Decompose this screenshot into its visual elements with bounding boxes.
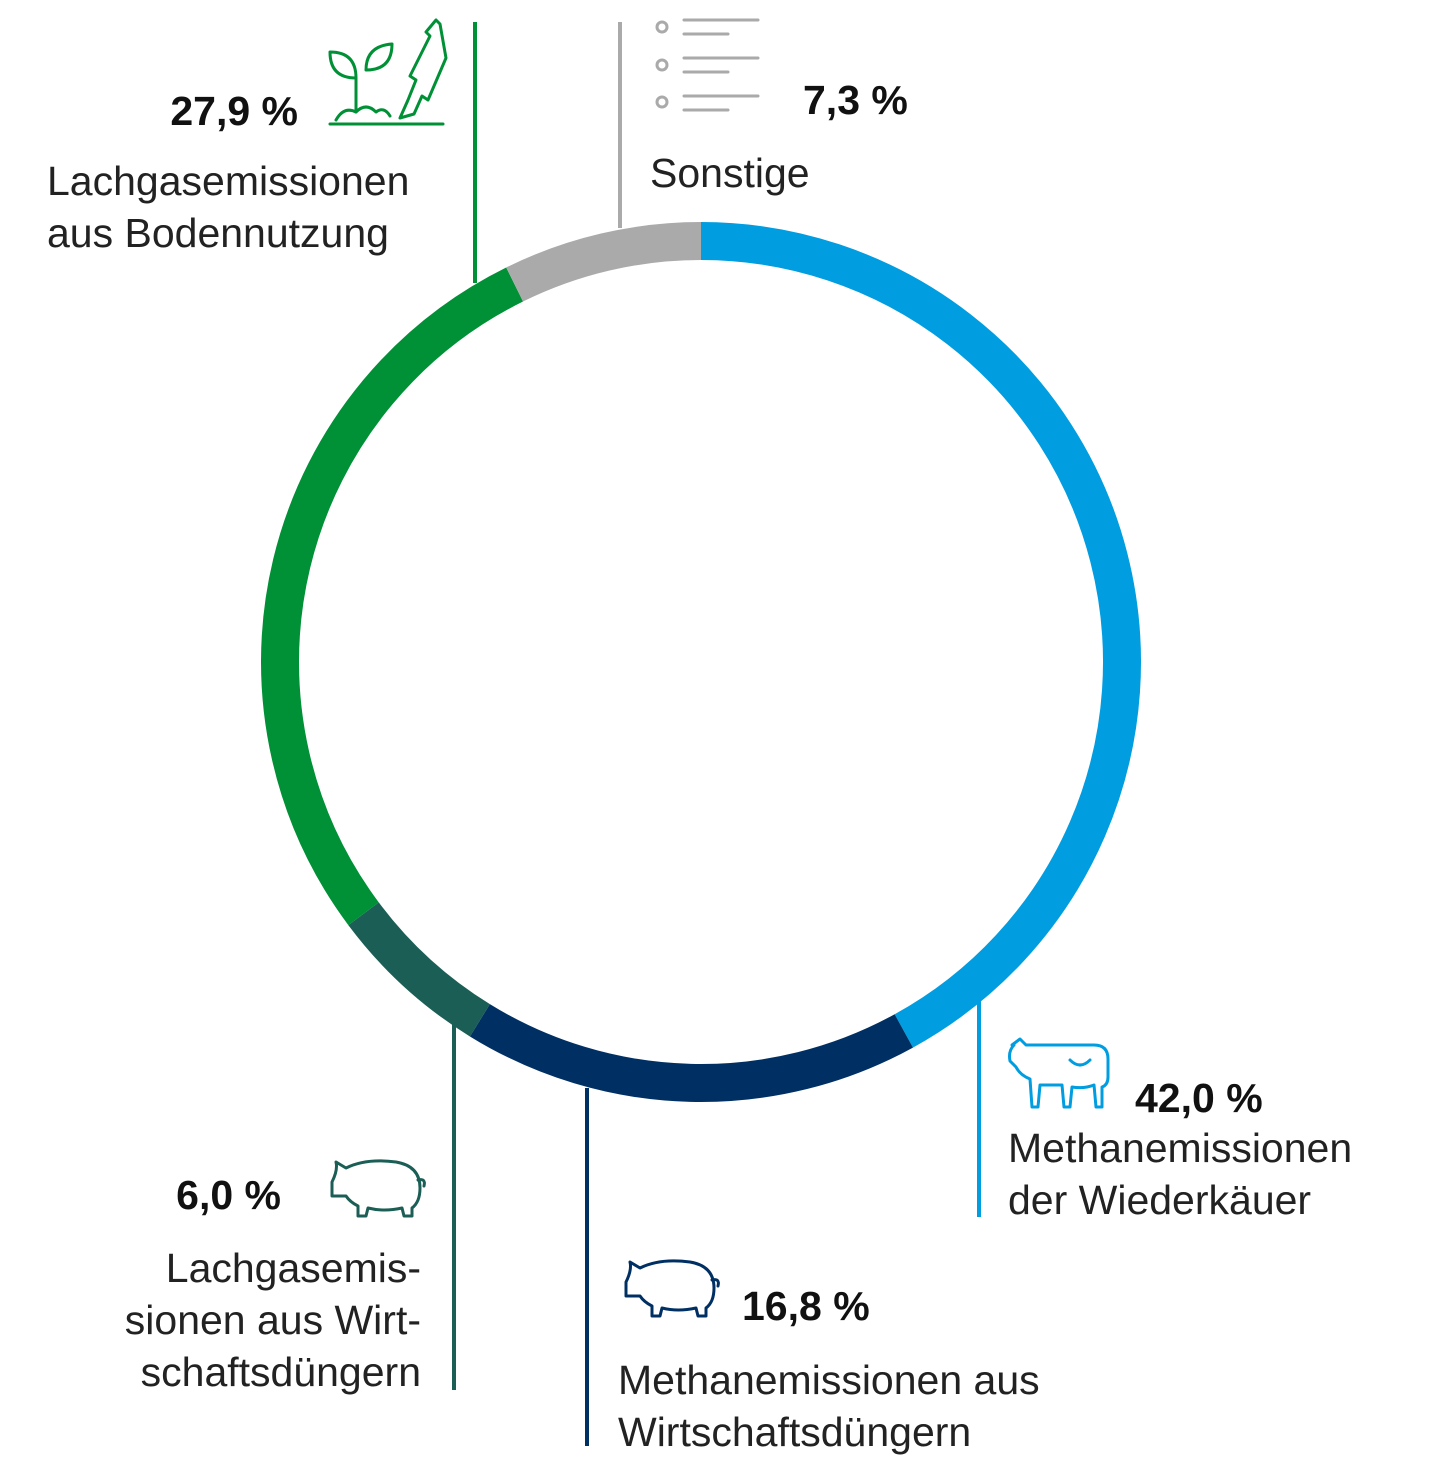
plant-icon bbox=[328, 18, 448, 126]
cow-icon bbox=[1008, 1037, 1110, 1109]
list-icon bbox=[655, 18, 760, 112]
category-label: Methanemissionen aus Wirtschaftsdüngern bbox=[618, 1357, 1040, 1455]
category-label: Sonstige bbox=[650, 150, 810, 196]
donut-segment bbox=[261, 267, 524, 926]
category-label: Methanemissionen der Wiederkäuer bbox=[1008, 1125, 1353, 1223]
value-label: 7,3 % bbox=[803, 77, 908, 123]
donut-segment bbox=[700, 222, 1141, 1048]
value-label: 16,8 % bbox=[742, 1283, 870, 1329]
value-label: 42,0 % bbox=[1135, 1075, 1263, 1121]
category-label: Lachgasemis- sionen aus Wirt- schaftsdün… bbox=[124, 1245, 421, 1395]
pig-icon bbox=[624, 1259, 720, 1318]
pig-icon bbox=[330, 1159, 426, 1218]
donut-segment bbox=[469, 1004, 913, 1102]
value-label: 6,0 % bbox=[176, 1172, 281, 1218]
donut-segment bbox=[506, 222, 702, 302]
donut-segment bbox=[348, 902, 491, 1037]
category-label: Lachgasemissionen aus Bodennutzung bbox=[47, 158, 410, 256]
value-label: 27,9 % bbox=[170, 88, 298, 134]
